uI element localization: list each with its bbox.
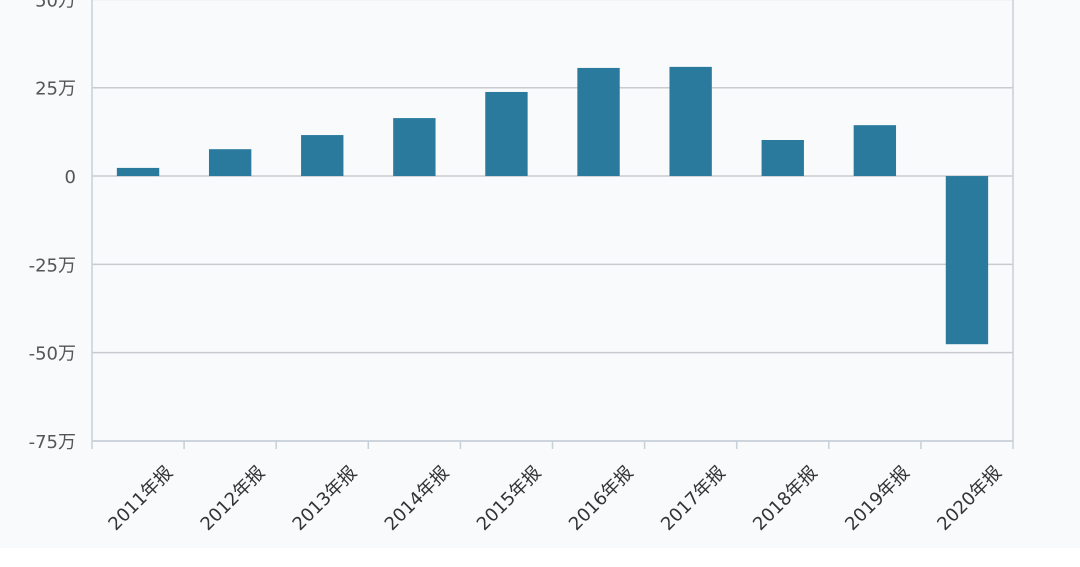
- y-tick-label: -75万: [29, 432, 76, 453]
- footer-band: [0, 548, 1080, 567]
- x-tick-label: 2014年报: [381, 462, 454, 535]
- bar: [393, 118, 436, 177]
- bar: [669, 66, 712, 177]
- bar: [208, 149, 252, 177]
- y-tick-label: 50万: [35, 0, 76, 11]
- x-tick-label: 2015年报: [473, 462, 546, 535]
- x-tick-label: 2020年报: [933, 462, 1006, 535]
- x-tick-label: 2012年报: [197, 462, 270, 535]
- bar: [945, 176, 989, 345]
- x-tick-label: 2017年报: [657, 462, 730, 535]
- bar: [853, 125, 897, 177]
- y-tick-label: 0: [65, 167, 76, 188]
- x-tick-label: 2013年报: [289, 462, 362, 535]
- bar: [116, 167, 160, 177]
- bar: [761, 140, 804, 177]
- x-tick-label: 2011年报: [104, 462, 177, 535]
- bar: [485, 91, 528, 177]
- x-tick-label: 2018年报: [749, 462, 822, 535]
- y-tick-label: 25万: [35, 79, 76, 100]
- y-tick-label: -25万: [29, 255, 76, 276]
- x-tick-label: 2016年报: [565, 462, 638, 535]
- x-tick-label: 2019年报: [841, 462, 914, 535]
- bar: [577, 67, 620, 177]
- y-tick-label: -50万: [29, 344, 76, 365]
- bar: [301, 135, 344, 177]
